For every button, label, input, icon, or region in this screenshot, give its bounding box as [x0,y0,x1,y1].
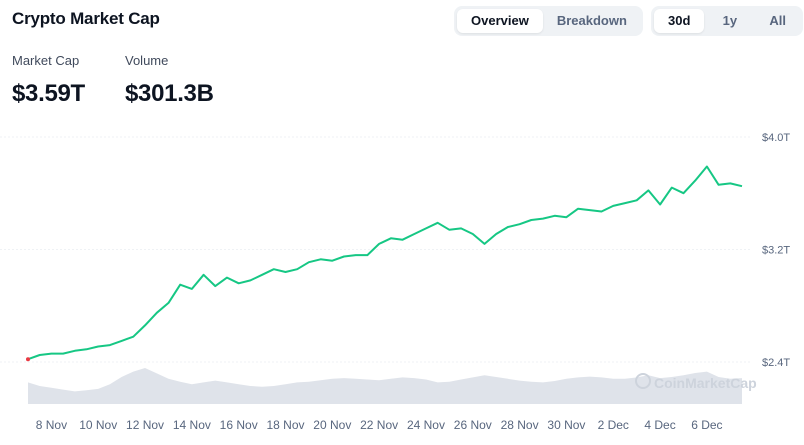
market-cap-stat: Market Cap $3.59T [12,53,85,108]
x-tick-label: 8 Nov [36,418,67,432]
x-tick-label: 10 Nov [79,418,117,432]
x-tick-label: 4 Dec [644,418,675,432]
x-tick-label: 28 Nov [501,418,539,432]
x-tick-label: 2 Dec [598,418,629,432]
watermark-icon [635,373,651,389]
x-tick-label: 16 Nov [220,418,258,432]
x-tick-label: 22 Nov [360,418,398,432]
x-tick-label: 20 Nov [313,418,351,432]
market-cap-line [27,165,743,361]
x-tick-label: 24 Nov [407,418,445,432]
tab-breakdown[interactable]: Breakdown [556,13,627,28]
volume-stat: Volume $301.3B [125,53,214,108]
x-tick-label: 14 Nov [173,418,211,432]
x-tick-label: 12 Nov [126,418,164,432]
range-all[interactable]: All [769,13,786,28]
market-cap-chart[interactable]: $2.4T $3.2T $4.0T CoinMarketCap 8 Nov 10 Nov 1… [0,120,804,445]
market-cap-label: Market Cap [12,53,80,68]
start-marker [26,357,30,362]
market-cap-value: $3.59T [12,80,85,107]
volume-area [28,368,742,404]
volume-label: Volume [125,53,169,68]
watermark-logo: CoinMarketCap [654,375,757,391]
range-1y[interactable]: 1y [722,13,738,28]
volume-value: $301.3B [125,80,214,107]
range-30d[interactable]: 30d [654,9,705,33]
x-tick-label: 26 Nov [454,418,492,432]
x-tick-label: 30 Nov [547,418,585,432]
x-tick-label: 6 Dec [691,418,722,432]
page-title: Crypto Market Cap [12,9,160,28]
y-tick-label: $2.4T [762,357,790,369]
tab-overview[interactable]: Overview [457,9,543,33]
range-toggle: 30d 1y All [651,6,803,36]
y-tick-label: $4.0T [762,132,790,144]
view-toggle: Overview Breakdown [454,6,643,36]
x-tick-label: 18 Nov [266,418,304,432]
y-tick-label: $3.2T [762,245,790,257]
